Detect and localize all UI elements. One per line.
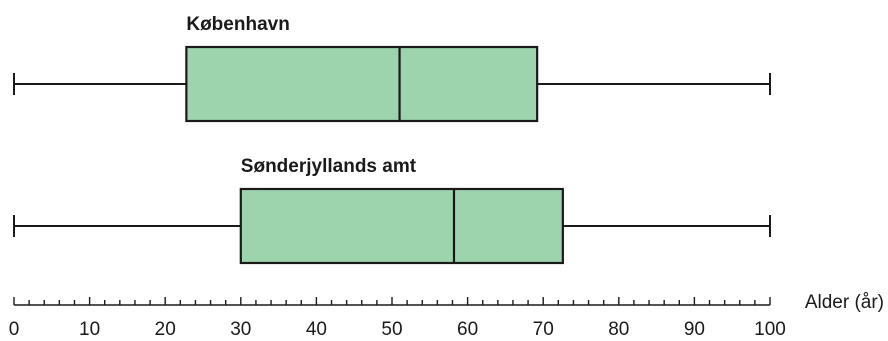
tick-label: 0: [9, 319, 20, 340]
tick-label: 30: [230, 319, 251, 340]
boxplot-1: København: [13, 14, 771, 123]
series-label: Sønderjyllands amt: [241, 156, 417, 177]
series-label: København: [186, 14, 289, 35]
tick-label: 40: [306, 319, 327, 340]
x-axis-ticks: 0 10 20 30 40 50 60 70 80 90 100: [9, 297, 786, 340]
iqr-box: [239, 187, 564, 265]
x-axis-label: Alder (år): [805, 292, 884, 313]
tick-label: 10: [79, 319, 100, 340]
tick-label: 80: [608, 319, 629, 340]
tick-label: 100: [754, 319, 786, 340]
tick-label: 60: [457, 319, 478, 340]
tick-label: 90: [684, 319, 705, 340]
boxplot-2: Sønderjyllands amt: [13, 156, 771, 265]
tick-label: 70: [533, 319, 554, 340]
boxplots-group: København Sønderjyllands amt: [13, 14, 771, 265]
iqr-box: [185, 45, 539, 123]
tick-label: 50: [381, 319, 402, 340]
x-axis: 0 10 20 30 40 50 60 70 80 90 100 Alder (år): [9, 292, 884, 340]
tick-label: 20: [155, 319, 176, 340]
